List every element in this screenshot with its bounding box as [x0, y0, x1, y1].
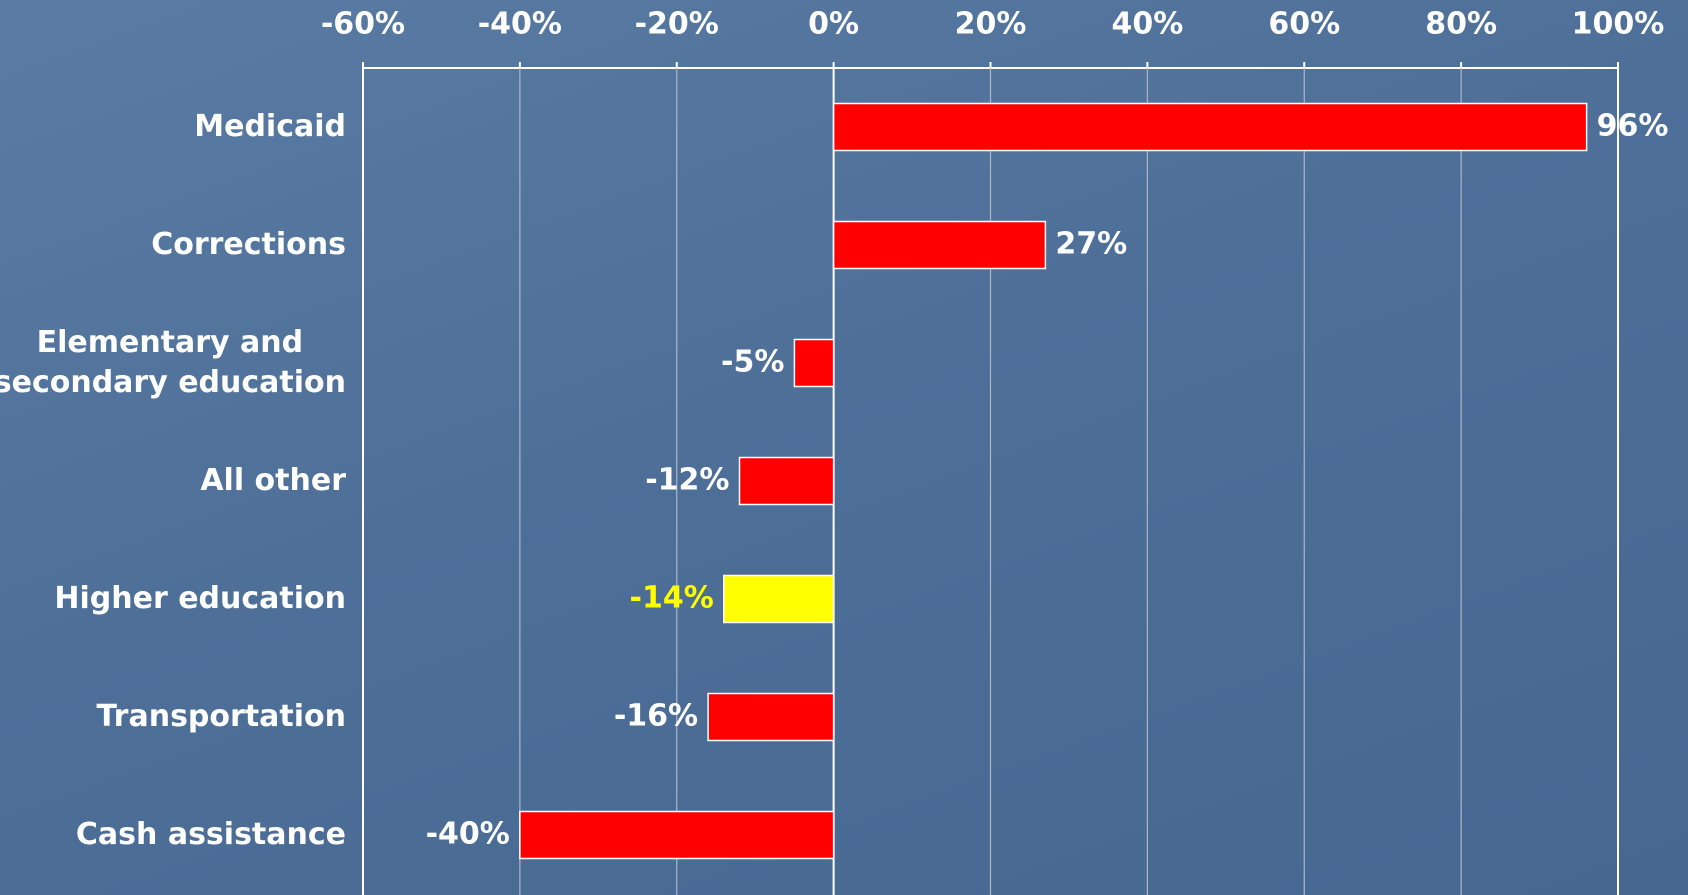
x-tick-label: 40%: [1111, 7, 1183, 42]
value-label: -40%: [426, 817, 510, 852]
category-text: Higher education: [54, 581, 346, 616]
bar: [519, 810, 835, 860]
bar: [793, 338, 835, 388]
bar: [738, 456, 835, 506]
y-tick-label: Elementary and secondary education: [0, 323, 346, 403]
category-text: Cash assistance: [75, 817, 346, 852]
bar: [707, 692, 835, 742]
value-label: -5%: [721, 345, 784, 380]
x-tick-label: 0%: [808, 7, 859, 42]
value-label: -12%: [645, 463, 729, 498]
y-tick-label: Cash assistance: [0, 815, 346, 855]
category-text: Medicaid: [194, 109, 346, 144]
x-tick-label: 80%: [1425, 7, 1497, 42]
x-tick-label: 20%: [955, 7, 1027, 42]
value-label: -14%: [630, 581, 714, 616]
y-tick-label: Corrections: [0, 225, 346, 265]
category-text: Transportation: [96, 699, 346, 734]
y-tick-label: Transportation: [0, 697, 346, 737]
bar: [832, 220, 1047, 270]
x-tick-label: 100%: [1572, 7, 1665, 42]
x-tick-label: 60%: [1268, 7, 1340, 42]
value-label: 96%: [1597, 109, 1669, 144]
category-text: Corrections: [151, 227, 346, 262]
y-tick-label: Medicaid: [0, 107, 346, 147]
y-tick-label: All other: [0, 461, 346, 501]
bar: [832, 102, 1588, 152]
category-text: Elementary and secondary education: [0, 325, 346, 400]
value-label: -16%: [614, 699, 698, 734]
value-label: 27%: [1055, 227, 1127, 262]
bar: [723, 574, 835, 624]
x-tick-label: -40%: [478, 7, 562, 42]
category-text: All other: [200, 463, 346, 498]
y-tick-label: Higher education: [0, 579, 346, 619]
x-tick-label: -60%: [321, 7, 405, 42]
x-tick-label: -20%: [635, 7, 719, 42]
